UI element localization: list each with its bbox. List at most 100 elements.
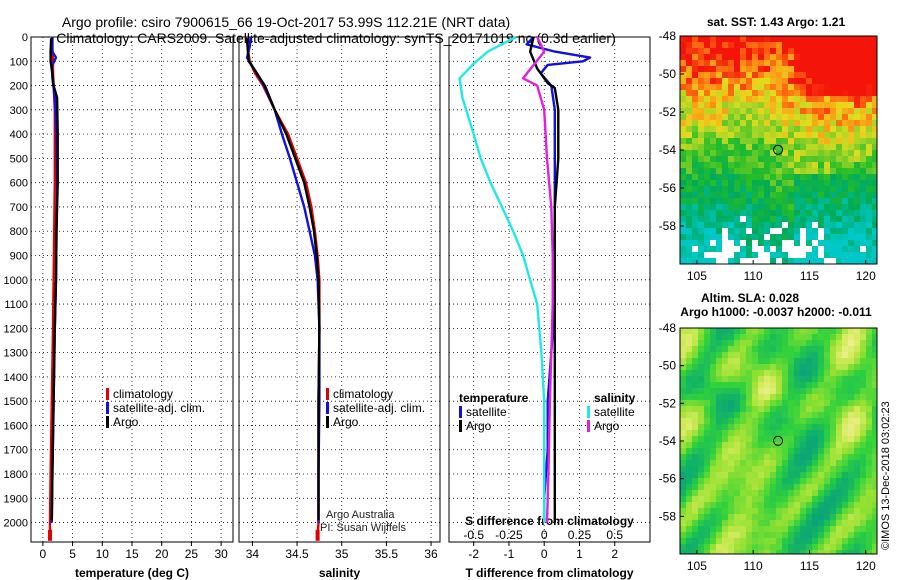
map-cell [740, 442, 746, 448]
map-cell [740, 138, 746, 144]
map-cell [842, 180, 848, 186]
map-cell [734, 490, 740, 496]
map-cell [818, 394, 824, 400]
map-cell [734, 174, 740, 180]
map-cell [704, 186, 710, 192]
map-cell [752, 192, 758, 198]
map-cell [872, 418, 878, 424]
map-cell [860, 144, 866, 150]
map-cell [734, 210, 740, 216]
map-cell [680, 60, 686, 66]
map-cell [836, 328, 842, 334]
legend-swatch [459, 420, 462, 432]
map-cell [710, 150, 716, 156]
map-cell [770, 84, 776, 90]
map-cell [710, 448, 716, 454]
map-cell [860, 132, 866, 138]
map-cell [770, 328, 776, 334]
map-cell [728, 216, 734, 222]
map-cell [848, 346, 854, 352]
map-cell [680, 496, 686, 502]
map-cell [764, 48, 770, 54]
map-cell [710, 168, 716, 174]
map-cell [698, 216, 704, 222]
map-cell [692, 126, 698, 132]
map-cell [866, 174, 872, 180]
map-cell [812, 66, 818, 72]
map-cell [788, 538, 794, 544]
map-cell [716, 216, 722, 222]
map-cell [728, 472, 734, 478]
map-cell [794, 490, 800, 496]
map-cell [752, 508, 758, 514]
map-cell [860, 246, 866, 252]
map-cell [836, 376, 842, 382]
map-cell [776, 144, 782, 150]
map-cell [698, 454, 704, 460]
map-cell [746, 460, 752, 466]
map-cell [728, 222, 734, 228]
map-cell [710, 36, 716, 42]
map-cell [728, 198, 734, 204]
map-cell [818, 352, 824, 358]
map-y-tick-label: -48 [659, 321, 677, 335]
x-axis-label: temperature (deg C) [75, 566, 189, 580]
map-cell [716, 144, 722, 150]
map-cell [848, 138, 854, 144]
map-cell [710, 436, 716, 442]
map-cell [704, 54, 710, 60]
map-cell [776, 454, 782, 460]
map-cell [716, 550, 722, 556]
map-cell [716, 340, 722, 346]
x-axis-label: T difference from climatology [465, 566, 633, 580]
map-cell [842, 234, 848, 240]
map-cell [704, 144, 710, 150]
map-cell [722, 90, 728, 96]
map-cell [866, 120, 872, 126]
map-cell [788, 210, 794, 216]
map-cell [716, 424, 722, 430]
map-cell [860, 538, 866, 544]
map-cell [680, 526, 686, 532]
map-cell [722, 132, 728, 138]
map-cell [860, 496, 866, 502]
map-cell [794, 406, 800, 412]
map-cell [782, 180, 788, 186]
map-cell [788, 460, 794, 466]
map-cell [854, 460, 860, 466]
map-cell [770, 424, 776, 430]
map-cell [686, 388, 692, 394]
s-tick-label: 0.25 [568, 528, 592, 542]
map-cell [788, 114, 794, 120]
map-cell [758, 358, 764, 364]
map-cell [836, 48, 842, 54]
map-cell [746, 346, 752, 352]
map-cell [758, 96, 764, 102]
map-cell [824, 186, 830, 192]
map-cell [836, 108, 842, 114]
map-cell [722, 186, 728, 192]
map-cell [848, 340, 854, 346]
map-cell [770, 520, 776, 526]
map-cell [848, 180, 854, 186]
map-cell [680, 156, 686, 162]
map-cell [716, 174, 722, 180]
map-cell [716, 382, 722, 388]
map-cell [692, 478, 698, 484]
map-cell [794, 448, 800, 454]
map-cell [680, 376, 686, 382]
map-cell [782, 328, 788, 334]
map-cell [872, 120, 878, 126]
map-cell [800, 72, 806, 78]
map-cell [716, 234, 722, 240]
map-cell [716, 544, 722, 550]
map-cell [746, 358, 752, 364]
map-cell [866, 150, 872, 156]
map-cell [704, 126, 710, 132]
map-cell [722, 364, 728, 370]
map-cell [854, 532, 860, 538]
map-cell [788, 126, 794, 132]
map-cell [680, 550, 686, 556]
map-cell [806, 36, 812, 42]
map-cell [824, 502, 830, 508]
